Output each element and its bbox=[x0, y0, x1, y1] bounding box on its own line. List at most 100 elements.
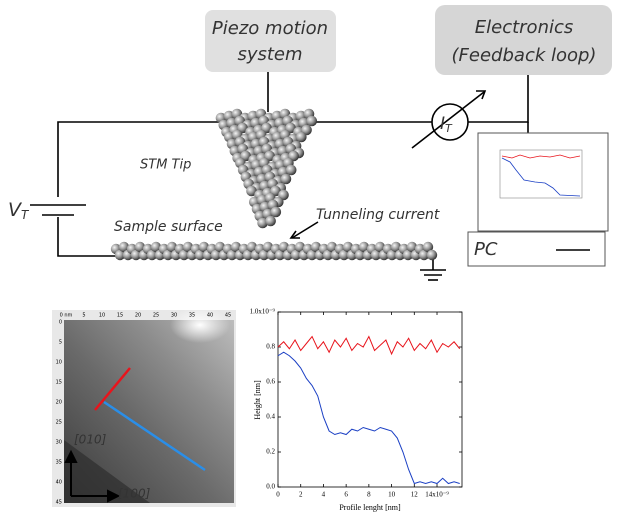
image-tick-label: 0 bbox=[59, 320, 62, 326]
image-tick-label: 5 bbox=[82, 313, 85, 319]
atom bbox=[374, 241, 386, 253]
arrow-head bbox=[107, 489, 121, 503]
image-tick-label: 20 bbox=[56, 400, 62, 406]
atom bbox=[285, 164, 297, 176]
atom bbox=[198, 241, 210, 253]
image-tick-label: 45 bbox=[56, 500, 62, 506]
image-tick-label: 40 bbox=[56, 480, 62, 486]
image-tick-label: 40 bbox=[207, 313, 213, 319]
ammeter-arrow bbox=[411, 91, 485, 149]
atom bbox=[278, 241, 290, 253]
image-tick-label: 45 bbox=[225, 313, 231, 319]
subscript: T bbox=[21, 208, 30, 222]
atom bbox=[402, 249, 414, 261]
y-axis-label: Height [nm] bbox=[253, 380, 262, 420]
x-tick-label: 0 bbox=[276, 491, 280, 499]
atom bbox=[280, 173, 292, 185]
atom bbox=[150, 241, 162, 253]
image-highlight bbox=[170, 307, 230, 343]
atom bbox=[426, 249, 438, 261]
y-tick-label: 0.6 bbox=[266, 378, 275, 386]
subscript: T bbox=[445, 122, 453, 135]
atom bbox=[306, 115, 318, 127]
image-tick-label: 20 bbox=[135, 313, 141, 319]
piezo-label: Piezo motion bbox=[212, 18, 328, 39]
tip-label: STM Tip bbox=[140, 158, 191, 173]
tunneling-arrow bbox=[291, 221, 319, 239]
thumbnail-line bbox=[501, 157, 581, 197]
arrow-head bbox=[476, 90, 487, 100]
image-tick-label: 15 bbox=[56, 380, 62, 386]
atom bbox=[310, 241, 322, 253]
thumbnail-line bbox=[501, 154, 581, 159]
atom bbox=[306, 249, 318, 261]
image-tick-label: 10 bbox=[99, 313, 105, 319]
atom bbox=[118, 241, 130, 253]
atom bbox=[258, 249, 270, 261]
image-terrace bbox=[64, 440, 150, 503]
atom bbox=[342, 241, 354, 253]
electronics-box bbox=[435, 5, 612, 75]
atom bbox=[130, 249, 142, 261]
x-tick-label: 12 bbox=[411, 491, 419, 499]
atom bbox=[296, 131, 307, 143]
image-tick-label: 5 bbox=[59, 340, 62, 346]
atom bbox=[134, 241, 146, 253]
tunneling-label: Tunneling current bbox=[316, 207, 440, 223]
red-profile-line bbox=[94, 367, 131, 411]
image-tick-label: 10 bbox=[56, 360, 62, 366]
image-tick-label: 0 nm bbox=[60, 313, 73, 319]
atom bbox=[386, 249, 398, 261]
atom bbox=[230, 241, 242, 253]
image-tick-label: 30 bbox=[171, 313, 177, 319]
atom bbox=[290, 249, 302, 261]
atom bbox=[406, 241, 418, 253]
pc-label: PC bbox=[474, 239, 498, 260]
atom bbox=[265, 215, 276, 227]
profile-plot: Profile lenght [nm] Height [nm] 0.0 0.2 0.… bbox=[250, 308, 463, 512]
symbol: V bbox=[8, 199, 23, 221]
atom bbox=[257, 217, 268, 229]
y-tick-label: 0.8 bbox=[266, 343, 275, 351]
direction-arrows bbox=[64, 449, 121, 503]
series-line bbox=[277, 351, 460, 485]
x-axis-label: Profile lenght [nm] bbox=[339, 503, 401, 512]
thumbnail-plot bbox=[499, 149, 583, 199]
atom bbox=[246, 185, 257, 197]
atom bbox=[354, 249, 366, 261]
wire bbox=[468, 75, 529, 123]
atom bbox=[178, 249, 190, 261]
atom bbox=[194, 249, 206, 261]
stm-tip bbox=[215, 108, 318, 229]
y-tick-label: 0.4 bbox=[266, 413, 275, 421]
sample-label: Sample surface bbox=[114, 219, 223, 235]
atom bbox=[246, 241, 258, 253]
arrow-head bbox=[289, 230, 300, 239]
ammeter bbox=[431, 103, 469, 141]
direction-label: [010] bbox=[74, 433, 107, 447]
y-tick-label: 1.0x10⁻⁹ bbox=[250, 308, 276, 316]
atom bbox=[210, 249, 222, 261]
x-tick-label: 6 bbox=[344, 491, 348, 499]
atom bbox=[162, 249, 174, 261]
atom bbox=[270, 206, 282, 218]
atom bbox=[182, 241, 194, 253]
electronics-label: Electronics bbox=[475, 17, 574, 38]
image-tick-label: 35 bbox=[189, 313, 195, 319]
atom bbox=[422, 241, 434, 253]
arrow-head bbox=[64, 449, 78, 463]
image-tick-label: 25 bbox=[56, 420, 62, 426]
y-tick-label: 0.2 bbox=[266, 448, 275, 456]
x-tick-label: 8 bbox=[367, 491, 371, 499]
atom bbox=[166, 241, 178, 253]
atom bbox=[262, 241, 274, 253]
piezo-box bbox=[205, 10, 336, 72]
atom bbox=[390, 241, 402, 253]
atom bbox=[338, 249, 350, 261]
atom bbox=[146, 249, 158, 261]
image-tick-label: 35 bbox=[56, 460, 62, 466]
atom bbox=[418, 249, 430, 261]
image-ticks: 0 nm 5 10 15 20 25 30 35 40 45 0 5 10 15 20 25 30 35 40 45 bbox=[56, 313, 232, 506]
x-tick-label: 4 bbox=[322, 491, 326, 499]
